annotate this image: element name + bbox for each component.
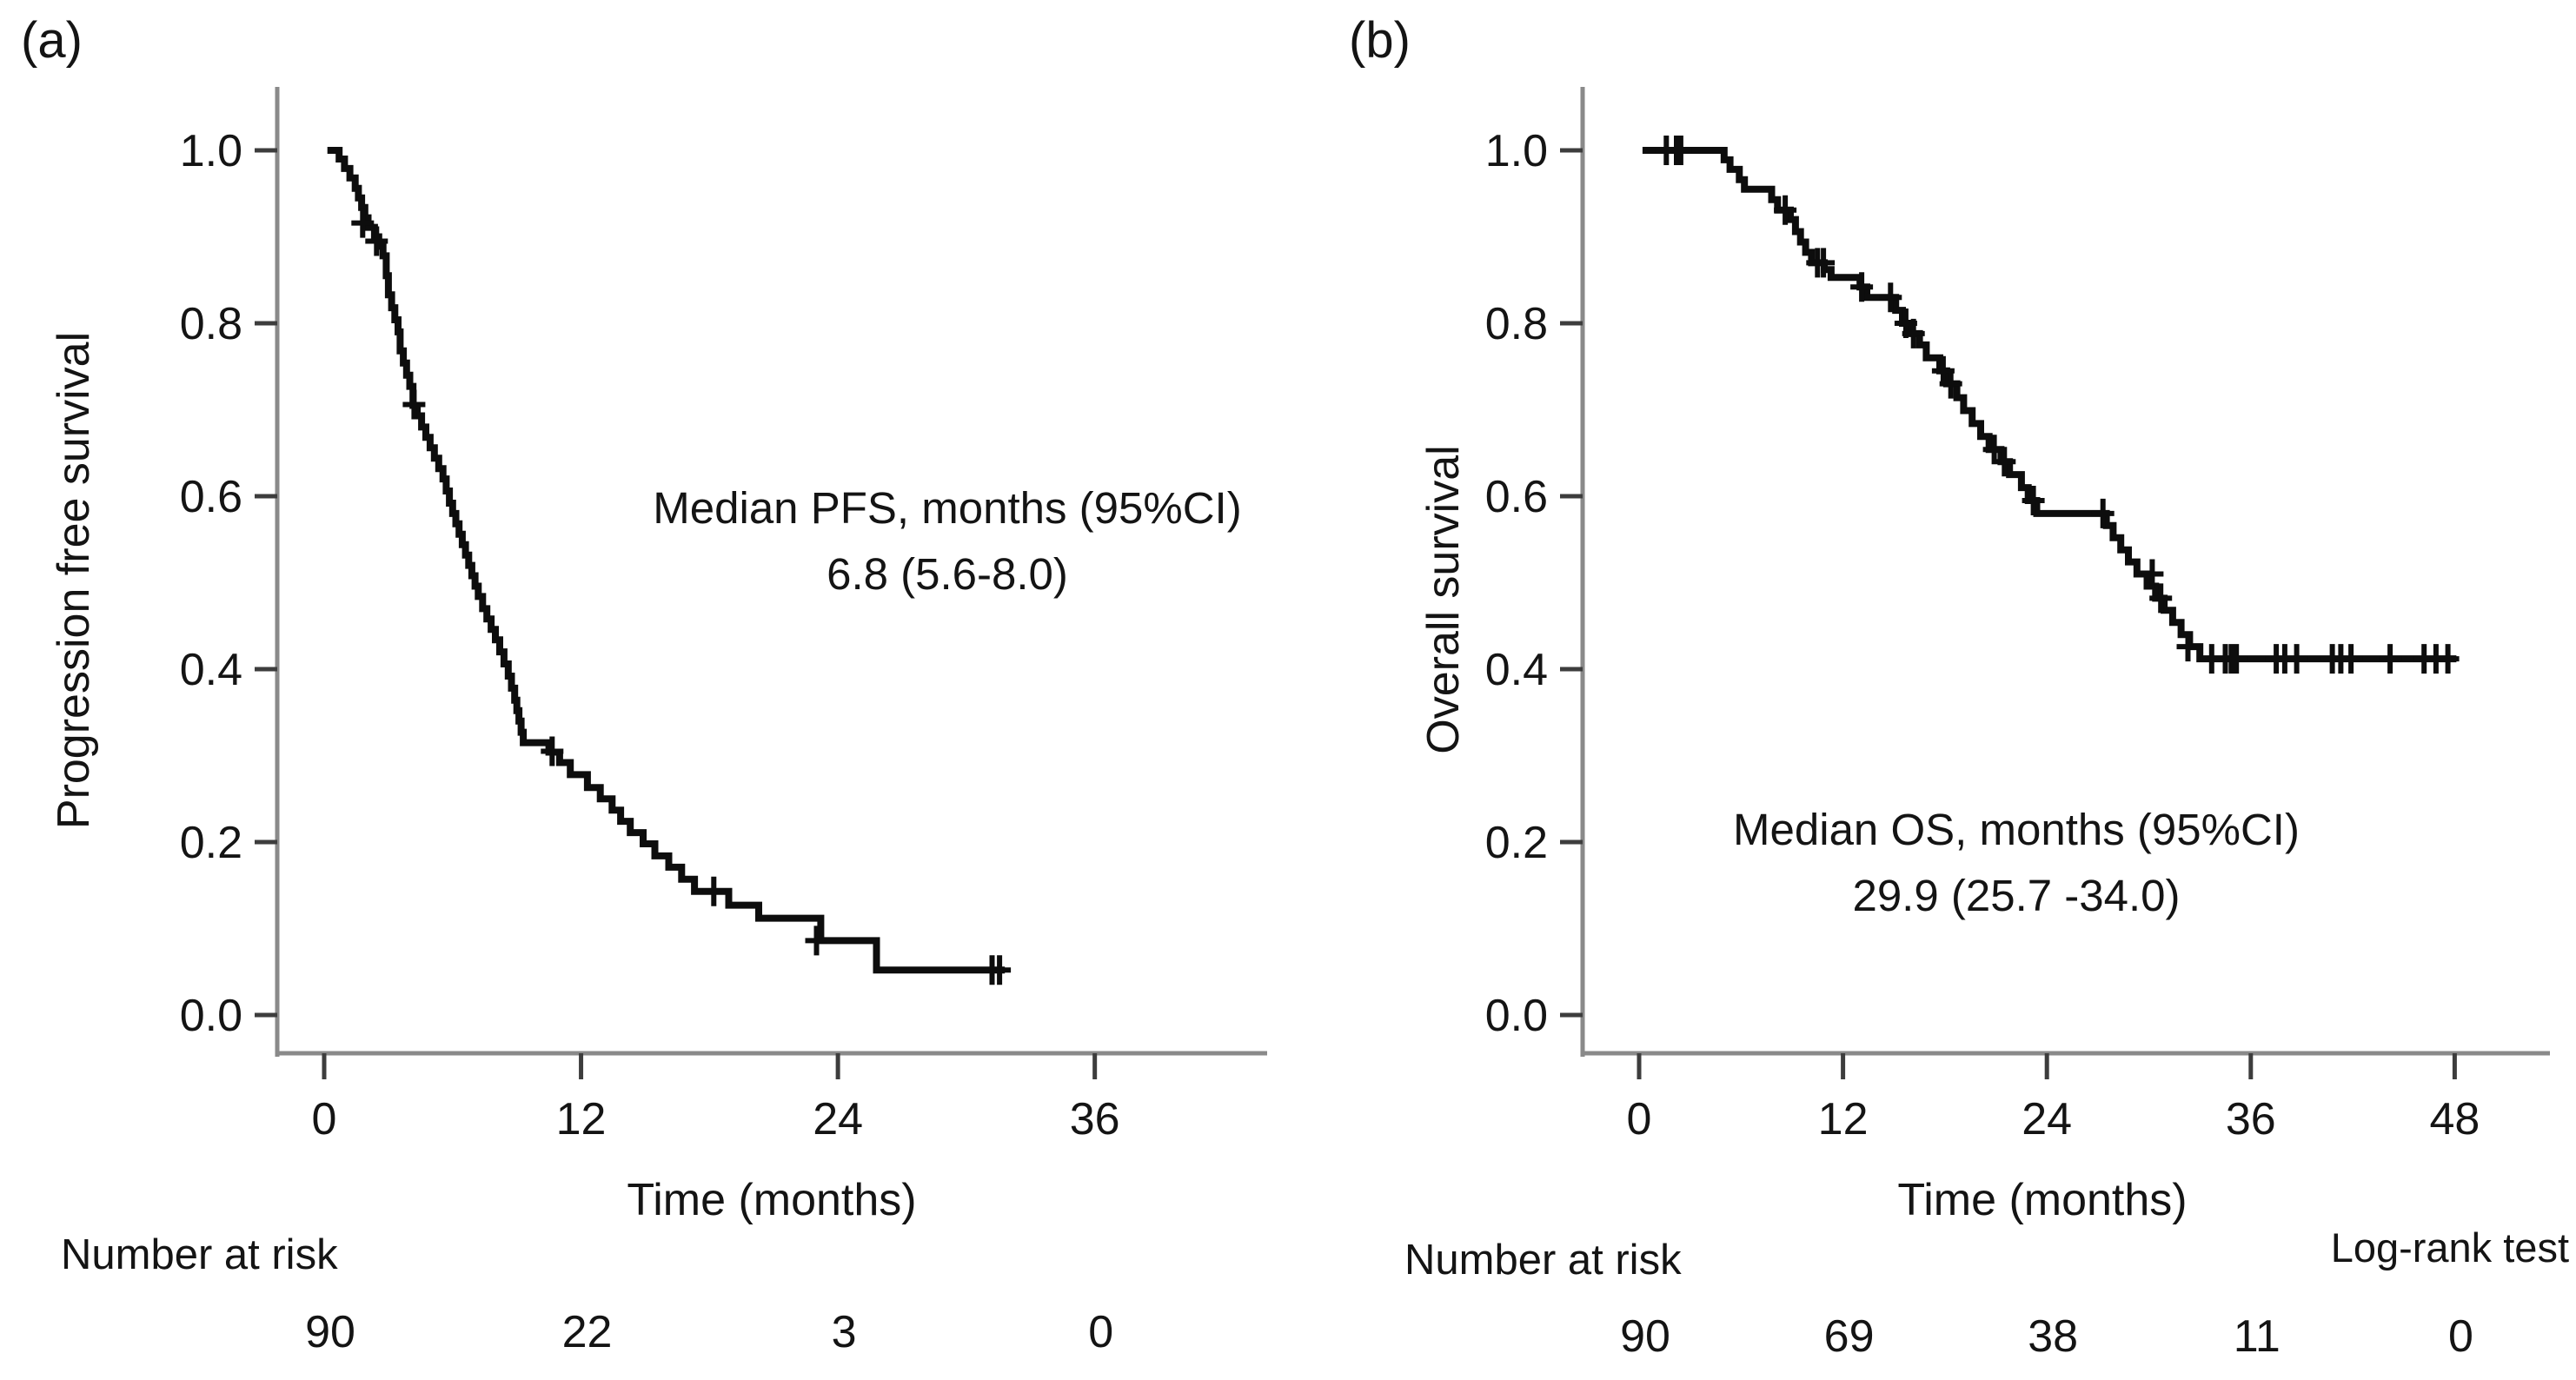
panel-a-label: (a): [21, 12, 83, 69]
risk-count: 3: [832, 1307, 857, 1357]
y-tick-label: 0.6: [1485, 472, 1548, 522]
x-tick-label: 24: [813, 1094, 863, 1144]
risk-count: 38: [2028, 1311, 2078, 1362]
panel-b-label: (b): [1349, 12, 1411, 69]
risk-count: 69: [1824, 1311, 1875, 1362]
x-tick-label: 12: [1818, 1094, 1869, 1144]
risk-count: 22: [562, 1307, 613, 1357]
censor-marks: [1655, 136, 2460, 674]
panel-b-risk-row: 90 69 38 11 0: [1620, 1311, 2473, 1362]
panel-b-annotation-title: Median OS, months (95%CI): [1733, 805, 2300, 854]
y-tick-label: 0.4: [1485, 645, 1548, 695]
x-tick-label: 24: [2022, 1094, 2072, 1144]
panel-a-axes: 1.0 0.8 0.6 0.4 0.2 0.0 0 12 24 36: [180, 87, 1267, 1144]
risk-count: 0: [1088, 1307, 1113, 1357]
x-tick-label: 0: [312, 1094, 337, 1144]
panel-b-number-at-risk-label: Number at risk: [1404, 1237, 1682, 1284]
y-tick-label: 0.0: [1485, 991, 1548, 1041]
panel-b-survival-curve: [1642, 136, 2460, 674]
y-tick-label: 0.4: [180, 645, 242, 695]
panel-b-x-axis-title: Time (months): [1897, 1175, 2187, 1225]
km-step-curve: [1642, 147, 2457, 663]
y-tick-label: 0.8: [180, 299, 242, 349]
panel-a-annotation-value: 6.8 (5.6-8.0): [827, 549, 1068, 599]
panel-b-y-axis-title: Overall survival: [1418, 445, 1469, 753]
x-tick-label: 36: [2226, 1094, 2276, 1144]
panel-b-axes: 1.0 0.8 0.6 0.4 0.2 0.0 0 12 24 36 48: [1485, 87, 2550, 1144]
risk-count: 0: [2448, 1311, 2473, 1362]
panel-a-x-axis-title: Time (months): [627, 1175, 916, 1225]
y-tick-label: 1.0: [1485, 126, 1548, 176]
panel-a-risk-row: 90 22 3 0: [305, 1307, 1113, 1357]
censor-marks: [351, 208, 1012, 985]
y-tick-label: 0.0: [180, 991, 242, 1041]
panel-a: (a) Progression free survival 1.0 0.8 0.6 0…: [21, 12, 1267, 1357]
x-tick-label: 36: [1070, 1094, 1120, 1144]
risk-count: 11: [2234, 1311, 2281, 1362]
panel-a-survival-curve: [327, 147, 1012, 985]
y-tick-label: 0.2: [180, 818, 242, 868]
x-tick-label: 12: [556, 1094, 607, 1144]
y-tick-label: 0.2: [1485, 818, 1548, 868]
panel-a-number-at-risk-label: Number at risk: [61, 1231, 338, 1278]
km-step-curve: [327, 147, 1006, 974]
x-tick-label: 48: [2429, 1094, 2480, 1144]
risk-count: 90: [1620, 1311, 1670, 1362]
y-tick-label: 1.0: [180, 126, 242, 176]
panel-b-annotation-value: 29.9 (25.7 -34.0): [1852, 871, 2180, 920]
panel-a-y-axis-title: Progression free survival: [49, 332, 99, 829]
risk-count: 90: [305, 1307, 355, 1357]
x-tick-label: 0: [1627, 1094, 1652, 1144]
panel-b: (b) Overall survival 1.0 0.8 0.6 0.4 0.2 0.0 0…: [1349, 12, 2569, 1362]
y-tick-label: 0.6: [180, 472, 242, 522]
panel-a-annotation-title: Median PFS, months (95%CI): [653, 483, 1241, 533]
panel-b-log-rank-label: Log-rank test: [2331, 1224, 2569, 1271]
y-tick-label: 0.8: [1485, 299, 1548, 349]
